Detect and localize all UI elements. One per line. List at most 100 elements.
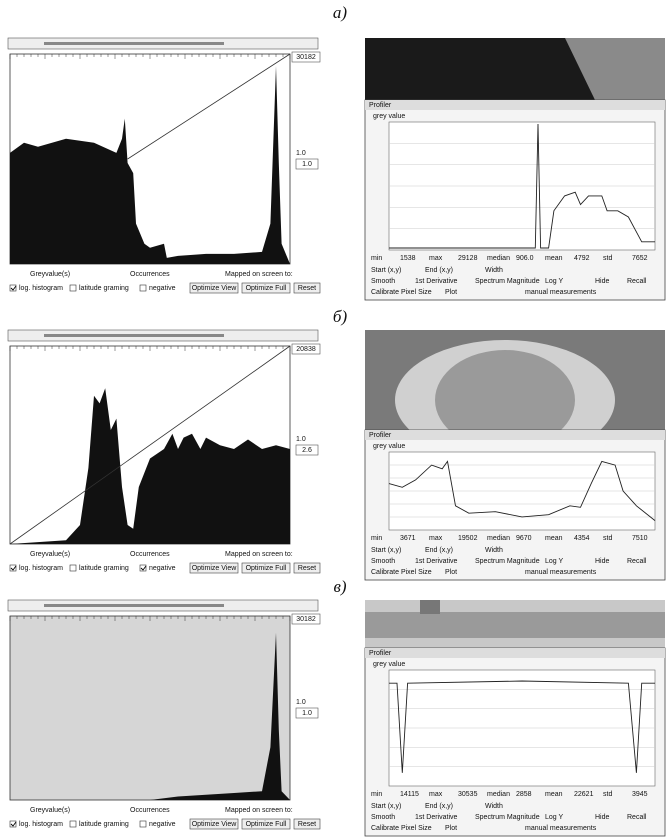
max-value: 30182 bbox=[296, 616, 316, 623]
control-label: Width bbox=[485, 803, 503, 810]
max-value: 30182 bbox=[296, 54, 316, 61]
stat-text: mean bbox=[545, 535, 563, 542]
title-bar bbox=[365, 100, 665, 110]
stat-text: 7652 bbox=[632, 255, 648, 262]
gain-box-value: 1.0 bbox=[302, 161, 312, 168]
stat-text: 4792 bbox=[574, 255, 590, 262]
stat-text: mean bbox=[545, 255, 563, 262]
control-label: Spectrum Magnitude bbox=[475, 558, 540, 565]
stat-text: std bbox=[603, 535, 612, 542]
stat-text: 4354 bbox=[574, 535, 590, 542]
control-label: Width bbox=[485, 267, 503, 274]
stat-text: 19502 bbox=[458, 535, 478, 542]
button-label: Optimize Full bbox=[246, 821, 287, 828]
gain-box-value: 2.6 bbox=[302, 447, 312, 454]
specimen-detail bbox=[365, 612, 665, 638]
checkbox[interactable] bbox=[140, 821, 146, 827]
button-label: Optimize Full bbox=[246, 565, 287, 572]
control-label: Recall bbox=[627, 814, 647, 821]
stat-text: median bbox=[487, 535, 510, 542]
button-label: Optimize View bbox=[192, 565, 238, 572]
button-label: Optimize View bbox=[192, 285, 238, 292]
control-label: Hide bbox=[595, 278, 610, 285]
panel-label: б) bbox=[333, 307, 348, 326]
stat-text: 22621 bbox=[574, 791, 594, 798]
control-label: Start (x,y) bbox=[371, 547, 401, 554]
axis-label: grey value bbox=[373, 443, 405, 450]
control-label: End (x,y) bbox=[425, 267, 453, 274]
stat-text: 3945 bbox=[632, 791, 648, 798]
footer-label: Occurrences bbox=[130, 807, 170, 814]
button-label: Reset bbox=[298, 821, 316, 828]
footer-label: Greyvalue(s) bbox=[30, 271, 70, 278]
control-label: Plot bbox=[445, 289, 457, 296]
stat-text: median bbox=[487, 255, 510, 262]
control-label: Calibrate Pixel Size bbox=[371, 569, 432, 576]
control-label: Log Y bbox=[545, 278, 563, 285]
checkbox[interactable] bbox=[70, 821, 76, 827]
option-label: negative bbox=[149, 565, 176, 572]
checkbox[interactable] bbox=[70, 285, 76, 291]
option-label: log. histogram bbox=[19, 565, 63, 572]
control-label: End (x,y) bbox=[425, 547, 453, 554]
control-label: manual measurements bbox=[525, 289, 597, 296]
stat-text: 3671 bbox=[400, 535, 416, 542]
button-label: Optimize Full bbox=[246, 285, 287, 292]
specimen-detail bbox=[420, 600, 440, 614]
control-label: End (x,y) bbox=[425, 803, 453, 810]
option-label: latitude graming bbox=[79, 565, 129, 572]
control-label: Spectrum Magnitude bbox=[475, 278, 540, 285]
control-label: Hide bbox=[595, 814, 610, 821]
stat-text: 29128 bbox=[458, 255, 478, 262]
stat-text: std bbox=[603, 255, 612, 262]
stat-text: 1538 bbox=[400, 255, 416, 262]
checkbox[interactable] bbox=[70, 565, 76, 571]
stat-text: min bbox=[371, 791, 382, 798]
title-bar bbox=[365, 430, 665, 440]
control-label: Calibrate Pixel Size bbox=[371, 825, 432, 832]
control-label: Plot bbox=[445, 825, 457, 832]
control-label: Hide bbox=[595, 558, 610, 565]
figure: а) 30182 1.0 1.0 Greyvalue(s) Occurrences Mapp… bbox=[0, 0, 668, 840]
control-label: Start (x,y) bbox=[371, 803, 401, 810]
control-label: 1st Derivative bbox=[415, 558, 458, 565]
scroll-thumb bbox=[44, 604, 224, 607]
stat-text: min bbox=[371, 535, 382, 542]
control-label: Log Y bbox=[545, 814, 563, 821]
stat-text: 9670 bbox=[516, 535, 532, 542]
control-label: Smooth bbox=[371, 558, 395, 565]
window-title: Profiler bbox=[369, 650, 392, 657]
control-label: Spectrum Magnitude bbox=[475, 814, 540, 821]
stat-text: 906.0 bbox=[516, 255, 534, 262]
control-label: Recall bbox=[627, 278, 647, 285]
option-label: negative bbox=[149, 821, 176, 828]
axis-label: grey value bbox=[373, 661, 405, 668]
window-title: Profiler bbox=[369, 102, 392, 109]
panel-label: а) bbox=[333, 3, 348, 22]
title-bar bbox=[365, 648, 665, 658]
gain-value: 1.0 bbox=[296, 150, 306, 157]
option-label: log. histogram bbox=[19, 821, 63, 828]
stat-text: min bbox=[371, 255, 382, 262]
panel-label: в) bbox=[333, 577, 346, 596]
footer-label: Mapped on screen to: bbox=[225, 271, 293, 278]
stat-text: 14115 bbox=[400, 791, 419, 798]
histogram-plot bbox=[10, 616, 290, 800]
gain-value: 1.0 bbox=[296, 699, 306, 706]
control-label: Log Y bbox=[545, 558, 563, 565]
footer-label: Greyvalue(s) bbox=[30, 807, 70, 814]
stat-text: median bbox=[487, 791, 510, 798]
page: а) 30182 1.0 1.0 Greyvalue(s) Occurrences Mapp… bbox=[0, 0, 668, 840]
checkbox[interactable] bbox=[140, 285, 146, 291]
control-label: Smooth bbox=[371, 814, 395, 821]
button-label: Reset bbox=[298, 565, 316, 572]
control-label: Plot bbox=[445, 569, 457, 576]
stat-text: max bbox=[429, 535, 443, 542]
footer-label: Mapped on screen to: bbox=[225, 551, 293, 558]
control-label: manual measurements bbox=[525, 825, 597, 832]
axis-label: grey value bbox=[373, 113, 405, 120]
button-label: Optimize View bbox=[192, 821, 238, 828]
footer-label: Occurrences bbox=[130, 551, 170, 558]
control-label: Smooth bbox=[371, 278, 395, 285]
control-label: Width bbox=[485, 547, 503, 554]
